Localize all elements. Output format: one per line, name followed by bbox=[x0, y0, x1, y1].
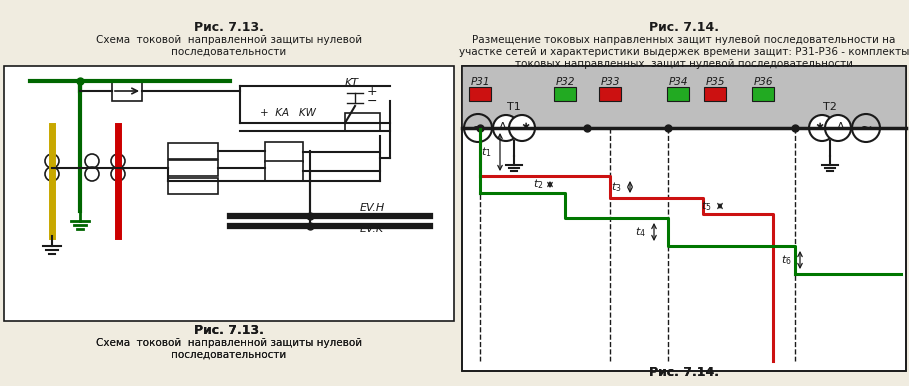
Text: P35: P35 bbox=[705, 77, 724, 87]
Bar bbox=[667, 87, 689, 101]
Text: EV.K: EV.K bbox=[360, 224, 385, 234]
Text: $t_2$: $t_2$ bbox=[533, 178, 544, 191]
Text: ~: ~ bbox=[472, 120, 484, 134]
Bar bbox=[168, 160, 218, 176]
Bar bbox=[168, 178, 218, 194]
Text: Рис. 7.13.: Рис. 7.13. bbox=[194, 324, 264, 337]
Text: Рис. 7.13.: Рис. 7.13. bbox=[194, 21, 264, 34]
Text: последовательности: последовательности bbox=[172, 350, 286, 360]
Bar bbox=[462, 66, 906, 128]
Text: последовательности: последовательности bbox=[172, 47, 286, 57]
Circle shape bbox=[809, 115, 835, 141]
Text: $t_4$: $t_4$ bbox=[634, 225, 645, 239]
Text: ✱: ✱ bbox=[521, 122, 529, 132]
Text: ✱: ✱ bbox=[815, 122, 823, 132]
Text: Рис. 7.13.: Рис. 7.13. bbox=[194, 324, 264, 337]
Circle shape bbox=[825, 115, 851, 141]
Bar bbox=[265, 142, 303, 162]
Text: ~: ~ bbox=[860, 120, 873, 134]
Bar bbox=[554, 87, 576, 101]
Text: −: − bbox=[367, 95, 377, 108]
Bar bbox=[4, 66, 454, 321]
Text: Рис. 7.14.: Рис. 7.14. bbox=[649, 366, 719, 379]
Text: P34: P34 bbox=[668, 77, 688, 87]
Bar bbox=[599, 87, 621, 101]
Text: P31: P31 bbox=[470, 77, 490, 87]
Bar bbox=[168, 143, 218, 159]
Text: T2: T2 bbox=[823, 102, 837, 112]
Text: Δ: Δ bbox=[837, 122, 844, 132]
Bar bbox=[345, 113, 380, 131]
Bar bbox=[265, 161, 303, 181]
Text: участке сетей и характеристики выдержек времени защит: P31-P36 - комплекты: участке сетей и характеристики выдержек … bbox=[459, 47, 909, 57]
Text: Схема  токовой  направленной защиты нулевой: Схема токовой направленной защиты нулево… bbox=[96, 338, 362, 348]
Text: токовых направленных  защит нулевой последовательности: токовых направленных защит нулевой после… bbox=[515, 59, 853, 69]
Text: T1: T1 bbox=[507, 102, 521, 112]
Bar bbox=[752, 87, 774, 101]
Circle shape bbox=[493, 115, 519, 141]
Text: KT: KT bbox=[345, 78, 359, 88]
Bar bbox=[704, 87, 726, 101]
Bar bbox=[462, 66, 906, 371]
Bar bbox=[112, 81, 142, 101]
Text: Схема  токовой  направленной защиты нулевой: Схема токовой направленной защиты нулево… bbox=[96, 35, 362, 45]
Circle shape bbox=[509, 115, 535, 141]
Text: Δ: Δ bbox=[499, 122, 507, 132]
Text: $t_3$: $t_3$ bbox=[611, 180, 622, 194]
Bar bbox=[462, 66, 906, 371]
Text: +  KA   KW: + KA KW bbox=[260, 108, 315, 118]
Text: последовательности: последовательности bbox=[172, 350, 286, 360]
Text: P33: P33 bbox=[600, 77, 620, 87]
Text: P36: P36 bbox=[754, 77, 773, 87]
Text: $t_1$: $t_1$ bbox=[481, 145, 491, 159]
Text: $t_6$: $t_6$ bbox=[781, 253, 792, 267]
Text: $t_5$: $t_5$ bbox=[701, 199, 712, 213]
Text: +: + bbox=[367, 85, 377, 98]
Text: P32: P32 bbox=[555, 77, 574, 87]
Text: EV.H: EV.H bbox=[360, 203, 385, 213]
Text: Рис. 7.14.: Рис. 7.14. bbox=[649, 21, 719, 34]
Text: Схема  токовой  направленной защиты нулевой: Схема токовой направленной защиты нулево… bbox=[96, 338, 362, 348]
Text: Размещение токовых направленных защит нулевой последовательности на: Размещение токовых направленных защит ну… bbox=[473, 35, 895, 45]
Bar bbox=[469, 87, 491, 101]
Text: Рис. 7.14.: Рис. 7.14. bbox=[649, 366, 719, 379]
